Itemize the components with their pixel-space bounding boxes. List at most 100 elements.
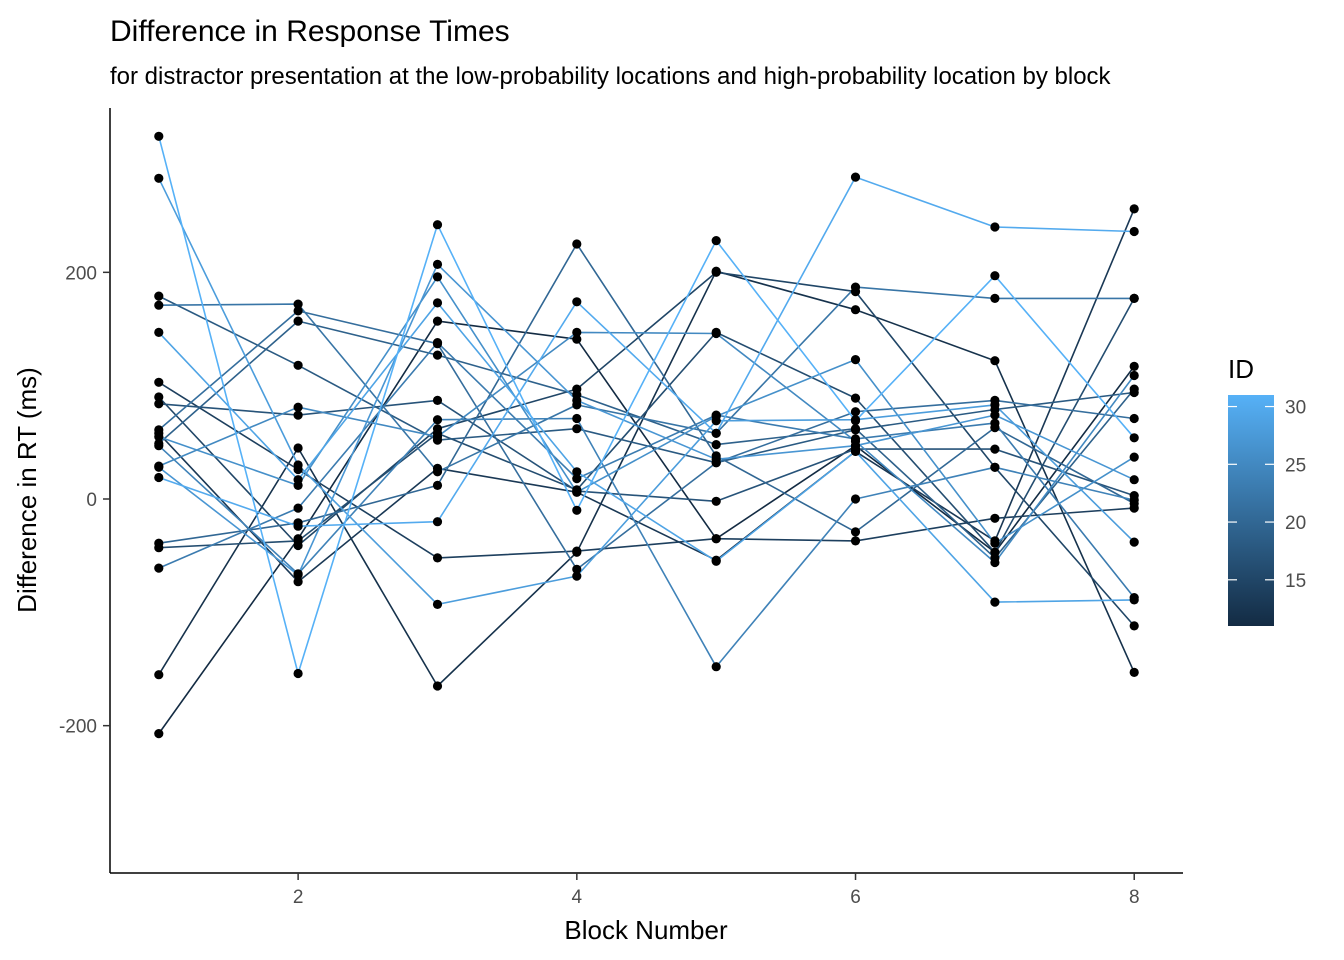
data-point-id-24-block-8 bbox=[1129, 495, 1139, 505]
data-point-id-12-block-3 bbox=[432, 681, 443, 691]
data-point-id-25-block-7 bbox=[990, 557, 1000, 568]
data-point-id-25-block-4 bbox=[572, 327, 582, 337]
data-point-id-24-block-6 bbox=[850, 494, 861, 504]
data-point-id-23-block-7 bbox=[990, 418, 1000, 428]
data-point-id-14-block-3 bbox=[432, 553, 443, 563]
data-point-id-14-block-1 bbox=[154, 377, 164, 387]
legend-title: ID bbox=[1228, 354, 1254, 384]
data-point-id-11-block-8 bbox=[1129, 361, 1139, 371]
data-point-id-27-block-7 bbox=[990, 410, 1000, 420]
data-point-id-24-block-5 bbox=[711, 662, 721, 672]
y-tick-label: 200 bbox=[65, 263, 97, 284]
series-line-id-11 bbox=[158, 320, 1135, 735]
data-point-id-17-block-3 bbox=[432, 395, 443, 405]
data-point-id-29-block-3 bbox=[432, 298, 443, 308]
legend-break-label: 15 bbox=[1285, 571, 1306, 592]
data-point-id-17-block-2 bbox=[293, 410, 303, 420]
legend-breaks: 15 20 25 30 bbox=[1228, 398, 1306, 592]
data-point-id-25-block-3 bbox=[432, 432, 443, 442]
data-point-id-26-block-6 bbox=[850, 355, 861, 365]
data-point-id-26-block-3 bbox=[432, 272, 443, 282]
data-point-id-26-block-4 bbox=[572, 487, 582, 497]
data-point-id-19-block-5 bbox=[711, 440, 721, 450]
data-point-id-14-block-7 bbox=[990, 513, 1000, 523]
data-point-id-12-block-8 bbox=[1129, 667, 1139, 678]
data-point-id-13-block-2 bbox=[293, 577, 303, 587]
data-point-id-12-block-6 bbox=[850, 305, 861, 315]
data-point-id-29-block-1 bbox=[154, 327, 164, 337]
data-point-id-21-block-2 bbox=[293, 306, 303, 316]
series-line-id-31 bbox=[158, 136, 1135, 675]
data-point-id-31-block-4 bbox=[572, 505, 582, 515]
data-point-id-19-block-3 bbox=[432, 350, 443, 360]
data-point-id-31-block-7 bbox=[990, 271, 1000, 281]
data-point-id-22-block-6 bbox=[850, 282, 861, 292]
x-tick-label: 6 bbox=[850, 887, 861, 908]
data-point-id-30-block-2 bbox=[293, 521, 303, 531]
data-point-id-30-block-8 bbox=[1129, 226, 1139, 237]
legend-break-label: 20 bbox=[1285, 513, 1306, 534]
data-point-id-20-block-3 bbox=[432, 480, 443, 490]
data-point-id-31-block-3 bbox=[432, 220, 443, 230]
data-point-id-16-block-2 bbox=[293, 536, 303, 546]
data-point-id-20-block-6 bbox=[850, 527, 861, 537]
data-point-id-20-block-4 bbox=[572, 239, 582, 249]
legend-break-label: 25 bbox=[1285, 455, 1306, 476]
data-point-id-22-block-1 bbox=[154, 300, 164, 310]
data-point-id-25-block-5 bbox=[711, 328, 721, 339]
data-point-id-28-block-4 bbox=[572, 571, 582, 581]
data-point-id-27-block-2 bbox=[293, 570, 303, 580]
series-line-id-30 bbox=[158, 176, 1135, 528]
data-point-id-28-block-1 bbox=[154, 173, 164, 183]
data-point-id-24-block-1 bbox=[154, 441, 164, 451]
data-point-id-31-block-2 bbox=[293, 668, 303, 679]
data-point-id-22-block-2 bbox=[293, 299, 303, 309]
data-point-id-22-block-3 bbox=[432, 467, 443, 477]
data-point-id-26-block-1 bbox=[154, 432, 164, 442]
data-point-id-24-block-7 bbox=[990, 462, 1000, 472]
data-point-id-27-block-4 bbox=[572, 395, 582, 405]
data-point-id-31-block-6 bbox=[850, 416, 861, 426]
chart-subtitle: for distractor presentation at the low-p… bbox=[110, 63, 1112, 90]
data-point-id-14-block-4 bbox=[572, 546, 582, 556]
data-point-id-23-block-1 bbox=[154, 563, 164, 573]
data-point-id-18-block-4 bbox=[572, 424, 582, 434]
data-point-id-30-block-1 bbox=[154, 472, 164, 483]
data-point-id-21-block-8 bbox=[1129, 413, 1139, 424]
data-point-id-11-block-3 bbox=[432, 316, 443, 326]
data-point-id-30-block-4 bbox=[572, 297, 582, 307]
y-tick-label: 0 bbox=[86, 490, 97, 511]
series-line-id-25 bbox=[158, 331, 1135, 564]
data-point-id-25-block-8 bbox=[1129, 370, 1139, 381]
data-point-id-27-block-8 bbox=[1129, 475, 1139, 485]
series-line-id-16 bbox=[158, 298, 1135, 554]
data-point-id-12-block-2 bbox=[293, 443, 303, 453]
data-point-id-26-block-7 bbox=[990, 538, 1000, 548]
data-point-id-24-block-4 bbox=[572, 413, 582, 424]
data-point-id-28-block-8 bbox=[1129, 537, 1139, 547]
series-line-id-24 bbox=[158, 417, 1135, 668]
chart-title: Difference in Response Times bbox=[110, 15, 510, 48]
series-line-id-27 bbox=[158, 263, 1135, 576]
data-point-id-28-block-7 bbox=[990, 400, 1000, 410]
series-line-id-20 bbox=[158, 243, 1135, 544]
series-line-id-29 bbox=[158, 302, 1135, 603]
x-tick-label: 4 bbox=[572, 887, 583, 908]
x-axis-ticks: 2 4 6 8 bbox=[293, 873, 1140, 908]
data-point-id-12-block-1 bbox=[154, 670, 164, 680]
data-point-id-30-block-7 bbox=[990, 222, 1000, 232]
data-point-id-22-block-8 bbox=[1129, 293, 1139, 303]
data-point-id-14-block-5 bbox=[711, 534, 721, 544]
legend-colorbar bbox=[1228, 395, 1274, 626]
data-point-id-28-block-2 bbox=[293, 460, 303, 470]
y-axis-ticks: -200 0 200 bbox=[59, 263, 110, 738]
data-point-id-12-block-7 bbox=[990, 356, 1000, 366]
data-point-id-11-block-4 bbox=[572, 334, 582, 344]
data-point-id-22-block-7 bbox=[990, 293, 1000, 303]
series-lines bbox=[158, 136, 1135, 735]
data-point-id-15-block-8 bbox=[1129, 621, 1139, 631]
data-points bbox=[154, 131, 1139, 739]
data-point-id-24-block-3 bbox=[432, 415, 443, 425]
data-point-id-30-block-6 bbox=[850, 172, 861, 182]
